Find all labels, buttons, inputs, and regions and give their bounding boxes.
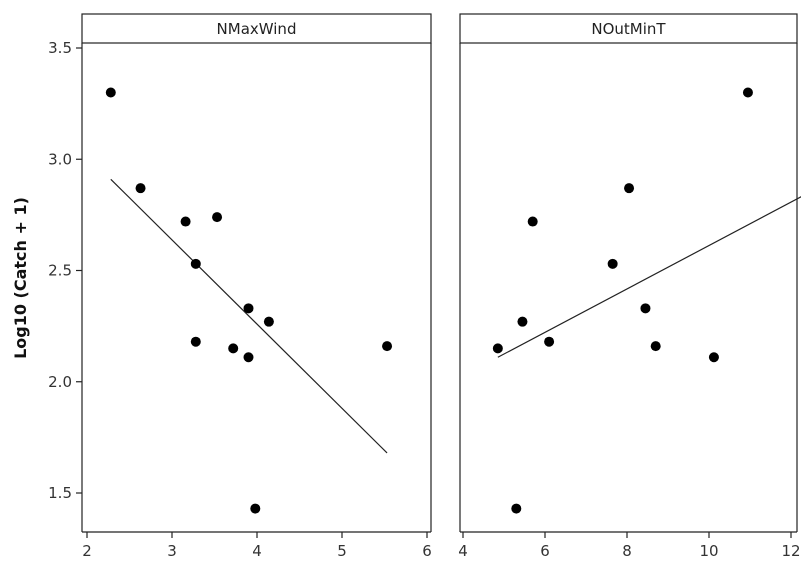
data-point [511, 503, 522, 514]
y-tick-label: 1.5 [48, 484, 72, 502]
y-tick-label: 3.0 [48, 150, 72, 168]
panel-strip [459, 13, 798, 44]
data-point [640, 303, 651, 314]
data-point [228, 343, 239, 354]
data-point [650, 341, 661, 352]
x-tick-label: 3 [167, 542, 177, 560]
data-point [105, 87, 116, 98]
panel-title: NMaxWind [217, 20, 297, 38]
data-point [624, 183, 635, 194]
data-point [742, 87, 753, 98]
x-tick-label: 8 [622, 542, 632, 560]
regression-line [110, 178, 388, 454]
y-axis-label: Log10 (Catch + 1) [11, 197, 30, 359]
data-point [190, 336, 201, 347]
data-point [180, 216, 191, 227]
regression-line [497, 196, 801, 358]
x-tick-label: 5 [337, 542, 347, 560]
panel-title: NOutMinT [591, 20, 666, 38]
x-tick-label: 10 [699, 542, 718, 560]
data-point [243, 303, 254, 314]
data-point [492, 343, 503, 354]
x-tick-label: 4 [252, 542, 262, 560]
x-tick-label: 12 [781, 542, 800, 560]
x-tick-label: 4 [458, 542, 468, 560]
y-tick-label: 3.5 [48, 39, 72, 57]
panel-1: NMaxWind 2 3 4 5 6 [81, 13, 432, 560]
data-point [382, 341, 393, 352]
panel-strip [81, 13, 432, 44]
x-tick-label: 6 [422, 542, 432, 560]
data-point [135, 183, 146, 194]
data-point [607, 258, 618, 269]
data-point [517, 316, 528, 327]
data-point [544, 336, 555, 347]
data-point [190, 258, 201, 269]
y-tick-label: 2.5 [48, 262, 72, 280]
x-tick-label: 2 [82, 542, 92, 560]
panel-2: NOutMinT 4 6 8 10 12 [458, 13, 801, 560]
data-point [212, 212, 223, 223]
data-point [527, 216, 538, 227]
x-tick-label: 6 [540, 542, 550, 560]
panels: NMaxWind 2 3 4 5 6 NOutMinT 4 6 8 10 12 [81, 13, 801, 560]
data-point [263, 316, 274, 327]
data-point [708, 352, 719, 363]
data-point [250, 503, 261, 514]
y-axis: 1.5 2.0 2.5 3.0 3.5 [48, 39, 82, 502]
data-point [243, 352, 254, 363]
y-tick-label: 2.0 [48, 373, 72, 391]
